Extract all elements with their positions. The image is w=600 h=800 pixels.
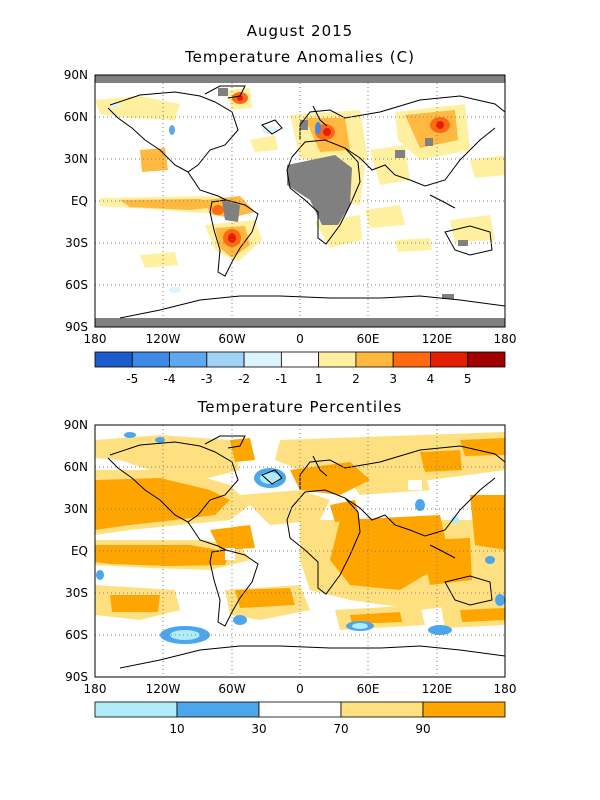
legend-label: 4	[427, 372, 435, 386]
anomaly-fields	[95, 75, 505, 327]
legend-label: 70	[333, 722, 348, 736]
lat-label: 30N	[64, 502, 88, 516]
legend-swatch	[318, 351, 357, 368]
lon-label: 0	[296, 682, 304, 696]
lat-label: EQ	[71, 194, 88, 208]
legend-label: -1	[275, 372, 287, 386]
legend-label: -3	[201, 372, 213, 386]
anomaly-map-title: Temperature Anomalies (C)	[185, 48, 415, 66]
legend-swatch	[355, 351, 394, 368]
percentile-map: 90N 60N 30N EQ 30S 60S 90S 180 120W 60W …	[64, 418, 517, 696]
legend-label: 3	[389, 372, 397, 386]
anomaly-gridlines	[95, 75, 505, 327]
lon-label: 60W	[218, 682, 245, 696]
legend-swatch	[176, 701, 260, 718]
legend-swatch	[280, 351, 320, 368]
legend-label: -4	[164, 372, 176, 386]
anomaly-coastlines	[107, 85, 505, 319]
lat-label: EQ	[71, 544, 88, 558]
anomaly-map: 90N 60N 30N EQ 30S 60S 90S 180 120W 60W …	[64, 68, 517, 346]
percentile-map-title: Temperature Percentiles	[197, 398, 403, 416]
legend-label: 10	[169, 722, 184, 736]
lon-label: 180	[84, 332, 107, 346]
legend-label: -5	[126, 372, 138, 386]
lat-label: 90N	[64, 418, 88, 432]
lat-label: 30N	[64, 152, 88, 166]
legend-swatch	[258, 701, 342, 718]
legend-label: 2	[352, 372, 360, 386]
lat-label: 90S	[65, 320, 88, 334]
lon-label: 180	[84, 682, 107, 696]
legend-label: 90	[415, 722, 430, 736]
lon-label: 180	[494, 682, 517, 696]
lon-label: 120E	[422, 332, 453, 346]
anomaly-lat-labels: 90N 60N 30N EQ 30S 60S 90S	[64, 68, 88, 334]
lon-label: 60W	[218, 332, 245, 346]
lat-label: 60N	[64, 460, 88, 474]
legend-swatch	[422, 701, 506, 718]
legend-label: 5	[464, 372, 472, 386]
legend-swatch	[169, 351, 208, 368]
legend-label: 1	[315, 372, 323, 386]
percentile-legend: 10 30 70 90	[94, 701, 506, 736]
legend-label: -2	[238, 372, 250, 386]
legend-swatch	[206, 351, 245, 368]
lon-label: 0	[296, 332, 304, 346]
lat-label: 30S	[65, 236, 88, 250]
page-title-date: August 2015	[246, 22, 354, 40]
lon-label: 120E	[422, 682, 453, 696]
lon-label: 60E	[357, 682, 380, 696]
lon-label: 60E	[357, 332, 380, 346]
lat-label: 30S	[65, 586, 88, 600]
legend-swatch	[243, 351, 282, 368]
lon-label: 120W	[146, 682, 181, 696]
percentile-coastlines	[107, 435, 505, 669]
lon-label: 180	[494, 332, 517, 346]
legend-swatch	[430, 351, 469, 368]
percentile-lat-labels: 90N 60N 30N EQ 30S 60S 90S	[64, 418, 88, 684]
legend-swatch	[467, 351, 506, 368]
percentile-gridlines	[95, 425, 505, 677]
anomaly-legend: -5 -4 -3 -2 -1 1 2 3 4 5	[94, 351, 506, 386]
lat-label: 90N	[64, 68, 88, 82]
lat-label: 60S	[65, 628, 88, 642]
legend-swatch	[131, 351, 170, 368]
lon-label: 120W	[146, 332, 181, 346]
legend-swatch	[392, 351, 431, 368]
lat-label: 60N	[64, 110, 88, 124]
percentile-fields	[95, 432, 505, 644]
lat-label: 90S	[65, 670, 88, 684]
lat-label: 60S	[65, 278, 88, 292]
anomaly-lon-labels: 180 120W 60W 0 60E 120E 180	[84, 332, 517, 346]
percentile-lon-labels: 180 120W 60W 0 60E 120E 180	[84, 682, 517, 696]
legend-swatch	[94, 701, 178, 718]
legend-swatch	[94, 351, 133, 368]
legend-label: 30	[251, 722, 266, 736]
legend-swatch	[340, 701, 424, 718]
